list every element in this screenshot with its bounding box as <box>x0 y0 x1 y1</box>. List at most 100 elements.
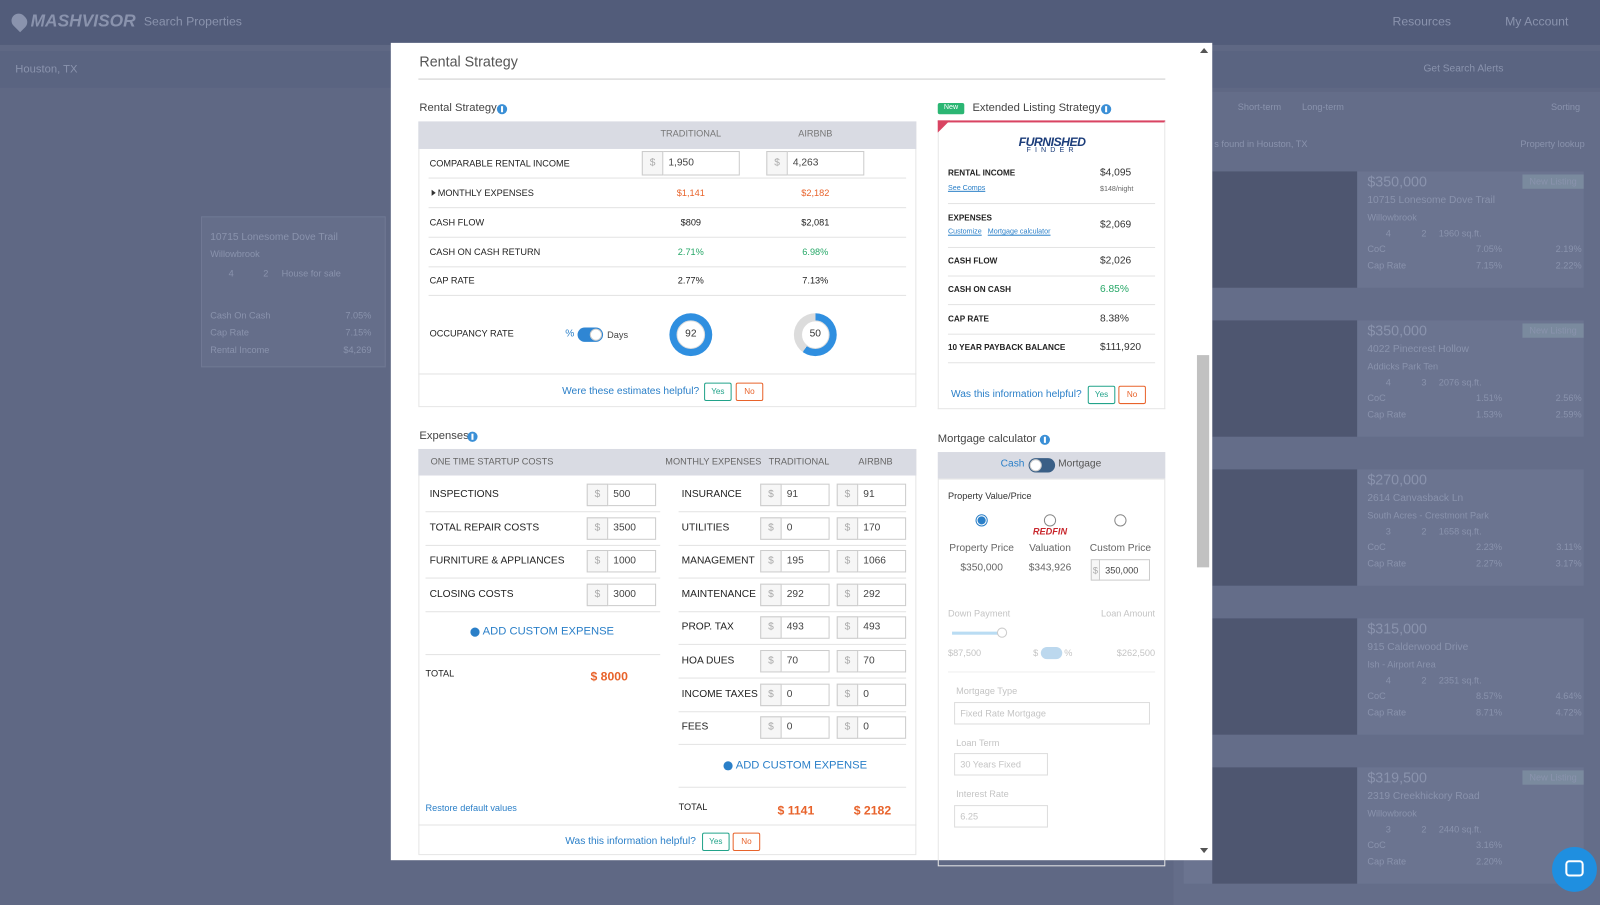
no-button[interactable] <box>1118 385 1146 405</box>
coc-value: 8.57% <box>1475 690 1503 702</box>
rate-input[interactable] <box>954 805 1048 828</box>
table-header <box>418 448 917 476</box>
map-row-value: 7.05% <box>345 310 372 321</box>
row-label: HOA DUES <box>681 655 735 667</box>
nav-account[interactable]: My Account <box>1505 14 1569 29</box>
row-label: CASH FLOW <box>947 256 998 266</box>
alerts[interactable]: Get Search Alerts <box>1423 63 1504 75</box>
scroll-down <box>1200 847 1209 854</box>
yes-button[interactable] <box>702 832 730 852</box>
lookup[interactable]: Property lookup <box>1520 138 1585 149</box>
coc-value: 2.56% <box>1555 392 1582 404</box>
currency: $ <box>844 655 851 667</box>
baths: 2 <box>1421 675 1427 686</box>
row-label: MAINTENANCE <box>681 588 756 601</box>
currency-box <box>836 650 859 673</box>
divider <box>678 711 907 713</box>
input-value: 1000 <box>613 555 636 567</box>
add-expense[interactable]: ADD CUSTOM EXPENSE <box>482 625 615 638</box>
add-expense[interactable]: ADD CUSTOM EXPENSE <box>735 759 868 772</box>
yes-label: Yes <box>1094 389 1109 399</box>
cap-label: Cap Rate <box>1367 409 1407 420</box>
add-icon <box>723 761 733 771</box>
listing-price: $350,000 <box>1367 322 1427 339</box>
select[interactable] <box>954 702 1151 725</box>
nav-search[interactable]: Search Properties <box>143 14 242 29</box>
section-title: Mortgage calculator <box>937 432 1037 445</box>
nav-resources[interactable]: Resources <box>1392 14 1452 29</box>
row-value: 8.38% <box>1100 313 1129 325</box>
loan-value: $262,500 <box>1116 647 1156 659</box>
logo: FURNISHED <box>1018 134 1086 149</box>
row-label: MANAGEMENT <box>681 555 755 567</box>
badge <box>1522 174 1584 189</box>
row-label: CASH ON CASH RETURN <box>429 246 541 258</box>
cap-value: 2.22% <box>1555 260 1582 271</box>
row-value: $111,920 <box>1100 341 1142 354</box>
row-label: PROP. TAX <box>681 621 734 633</box>
column-header: AIRBNB <box>858 456 893 467</box>
row-link[interactable]: See Comps <box>947 184 986 192</box>
baths: 2 <box>1421 824 1427 835</box>
select[interactable] <box>954 753 1048 776</box>
no-label: No <box>744 386 755 396</box>
sqft: 2351 sq.ft. <box>1438 675 1482 686</box>
listing-address: 2319 Creekhickory Road <box>1367 790 1480 803</box>
divider <box>947 671 1156 673</box>
beds: 3 <box>1385 526 1391 537</box>
beds: 4 <box>1385 675 1391 686</box>
restore-link[interactable]: Restore default values <box>425 803 517 814</box>
column-header: ONE TIME STARTUP COSTS <box>430 456 554 467</box>
list-tab[interactable]: Long-term <box>1302 102 1344 113</box>
field-label: Interest Rate <box>956 788 1009 799</box>
row-value: 2.71% <box>677 246 704 258</box>
yes-button[interactable] <box>704 382 732 402</box>
down-value: $87,500 <box>947 647 982 659</box>
radio[interactable] <box>1043 514 1057 527</box>
option-label: Custom Price <box>1089 542 1152 555</box>
map-row-label: Rental Income <box>210 344 270 356</box>
divider <box>418 373 917 375</box>
currency: $ <box>594 555 601 567</box>
add-icon <box>470 627 480 637</box>
new-badge <box>937 103 965 115</box>
badge <box>1522 323 1584 338</box>
row-link[interactable]: Customize <box>947 228 982 236</box>
total-value: $ 2182 <box>853 803 892 818</box>
coc-label: CoC <box>1367 541 1386 553</box>
divider <box>418 824 917 826</box>
radio[interactable] <box>1114 514 1127 527</box>
currency: $ <box>844 721 851 733</box>
badge-label: New Listing <box>1529 325 1577 336</box>
cap-label: Cap Rate <box>1367 856 1407 867</box>
no-button[interactable] <box>732 832 761 852</box>
currency-box <box>641 151 664 176</box>
coc-value: 4.64% <box>1555 690 1582 702</box>
row-value: 7.13% <box>802 275 829 286</box>
currency: $ <box>768 721 774 733</box>
divider <box>425 577 661 579</box>
row-label: INCOME TAXES <box>681 688 758 701</box>
radio-dot <box>977 516 986 525</box>
sort[interactable]: Sorting <box>1551 102 1581 113</box>
total-value: $ 1141 <box>777 803 815 818</box>
divider <box>425 544 661 546</box>
section-title: Extended Listing Strategy <box>972 102 1101 115</box>
row-label: FEES <box>681 721 709 733</box>
option-value: $343,926 <box>1028 562 1072 574</box>
chat-button[interactable] <box>1552 846 1597 892</box>
yes-button[interactable] <box>1087 385 1116 405</box>
currency: $ <box>844 688 851 701</box>
option-label: Valuation <box>1029 542 1071 555</box>
navbar <box>0 0 1600 45</box>
list-tab[interactable]: Short-term <box>1237 102 1282 113</box>
currency-box <box>836 550 859 573</box>
no-button[interactable] <box>735 382 764 402</box>
row-link[interactable]: Mortgage calculator <box>987 228 1051 236</box>
row-value: $2,182 <box>801 187 830 198</box>
map-row-value: 7.15% <box>345 327 372 338</box>
currency-box <box>836 616 859 639</box>
scrollbar-thumb <box>1196 355 1210 568</box>
input-value: 0 <box>863 721 869 733</box>
divider <box>947 333 1156 335</box>
